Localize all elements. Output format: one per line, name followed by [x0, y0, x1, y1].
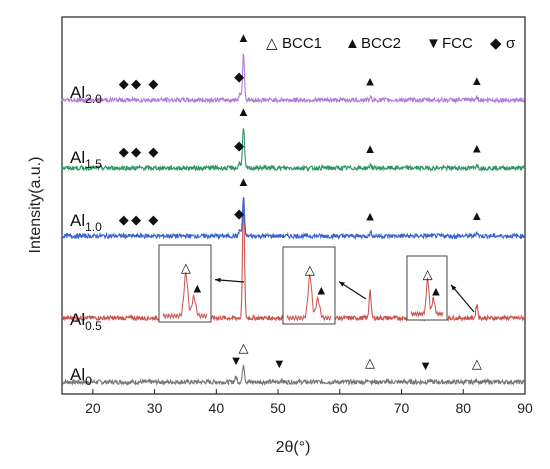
phase-marker: ◆ [234, 138, 244, 153]
phase-marker: ◆ [131, 212, 141, 227]
series-label: Al1.5 [70, 148, 102, 171]
x-tick-label: 90 [517, 400, 533, 416]
legend-label: FCC [442, 35, 473, 52]
x-axis: 20 30 40 50 60 70 80 90 [85, 389, 533, 416]
phase-marker: △ [238, 340, 248, 355]
series-label-sub: 1.0 [85, 220, 102, 234]
phase-marker: ▲ [364, 141, 377, 156]
inset-curve [162, 272, 208, 320]
phase-marker: ▲ [237, 30, 250, 45]
legend-label: BCC2 [361, 35, 401, 52]
marker-layer: ▼△▼ △ ▼ △◆ ◆ ◆ ◆▲▲ ▲◆ ◆ ◆ ◆▲▲ ▲◆ ◆ ◆ ◆▲▲ ▲ [119, 30, 484, 373]
inset-marker-bcc1: △ [305, 262, 315, 277]
series-label-main: Al [70, 83, 85, 102]
series-line-2 [61, 197, 525, 241]
phase-marker: ▼ [230, 353, 243, 368]
phase-marker: ◆ [148, 144, 158, 159]
series-layer [61, 53, 526, 387]
series-label-main: Al [70, 310, 85, 329]
phase-marker: ◆ [131, 144, 141, 159]
inset-marker-bcc2: ▲ [191, 281, 204, 296]
phase-marker: ▲ [364, 208, 377, 223]
phase-marker: ▲ [237, 174, 250, 189]
series-label: Al1.0 [70, 211, 102, 234]
phase-marker: ◆ [119, 144, 129, 159]
phase-marker: ◆ [148, 212, 158, 227]
phase-marker: ◆ [234, 206, 244, 221]
x-tick-label: 80 [455, 400, 471, 416]
legend-symbol: ▲ [345, 35, 360, 52]
series-line-3 [61, 128, 526, 172]
phase-marker: ▲ [237, 104, 250, 119]
legend-symbol: △ [266, 35, 278, 52]
inset-arrow-head [215, 277, 221, 283]
phase-marker: ◆ [148, 76, 158, 91]
legend-symbol: ▼ [426, 35, 441, 52]
series-label-sub: 0 [85, 374, 92, 388]
inset-marker-bcc1: △ [423, 266, 433, 281]
legend: △ BCC1 ▲ BCC2 ▼ FCC ◆ σ [266, 35, 516, 52]
phase-marker: ▲ [470, 73, 483, 88]
series-label-sub: 2.0 [85, 92, 102, 106]
series-label-sub: 1.5 [85, 157, 102, 171]
phase-marker: ▼ [273, 356, 286, 371]
series-line-4 [61, 53, 525, 104]
plot-frame [61, 16, 526, 395]
series-label: Al0.5 [70, 310, 102, 333]
series-label-main: Al [70, 365, 85, 384]
inset-arrow-head [339, 281, 345, 287]
inset-curve [410, 277, 444, 318]
phase-marker: ◆ [234, 69, 244, 84]
x-tick-label: 60 [332, 400, 348, 416]
phase-marker: ▲ [470, 140, 483, 155]
y-axis-title: Intensity(a.u.) [27, 157, 44, 254]
series-label-main: Al [70, 148, 85, 167]
x-tick-label: 20 [85, 400, 101, 416]
x-tick-label: 50 [270, 400, 286, 416]
phase-marker: ▲ [470, 208, 483, 223]
inset-marker-bcc2: ▲ [430, 284, 443, 299]
x-tick-label: 30 [147, 400, 163, 416]
inset-arrow [450, 284, 475, 313]
x-tick-label: 70 [394, 400, 410, 416]
inset-arrow-head [451, 284, 457, 291]
phase-marker: ◆ [131, 76, 141, 91]
inset-marker-bcc1: △ [181, 260, 191, 275]
legend-symbol: ◆ [490, 35, 502, 52]
series-label-main: Al [70, 211, 85, 230]
x-tick-label: 40 [209, 400, 225, 416]
inset-marker-bcc2: ▲ [315, 283, 328, 298]
phase-marker: △ [365, 355, 375, 370]
inset-layer: △▲△▲△▲ [158, 244, 475, 325]
legend-label: σ [506, 35, 516, 52]
series-label: Al2.0 [70, 83, 102, 106]
series-label: Al0 [70, 365, 92, 388]
phase-marker: ▼ [419, 358, 432, 373]
inset-curve [286, 274, 332, 322]
legend-label: BCC1 [282, 35, 322, 52]
phase-marker: ◆ [119, 212, 129, 227]
phase-marker: ◆ [119, 76, 129, 91]
phase-marker: △ [472, 356, 482, 371]
phase-marker: ▲ [364, 74, 377, 89]
series-line-0 [61, 365, 526, 387]
x-axis-title: 2θ(°) [276, 439, 311, 456]
series-label-sub: 0.5 [85, 319, 102, 333]
